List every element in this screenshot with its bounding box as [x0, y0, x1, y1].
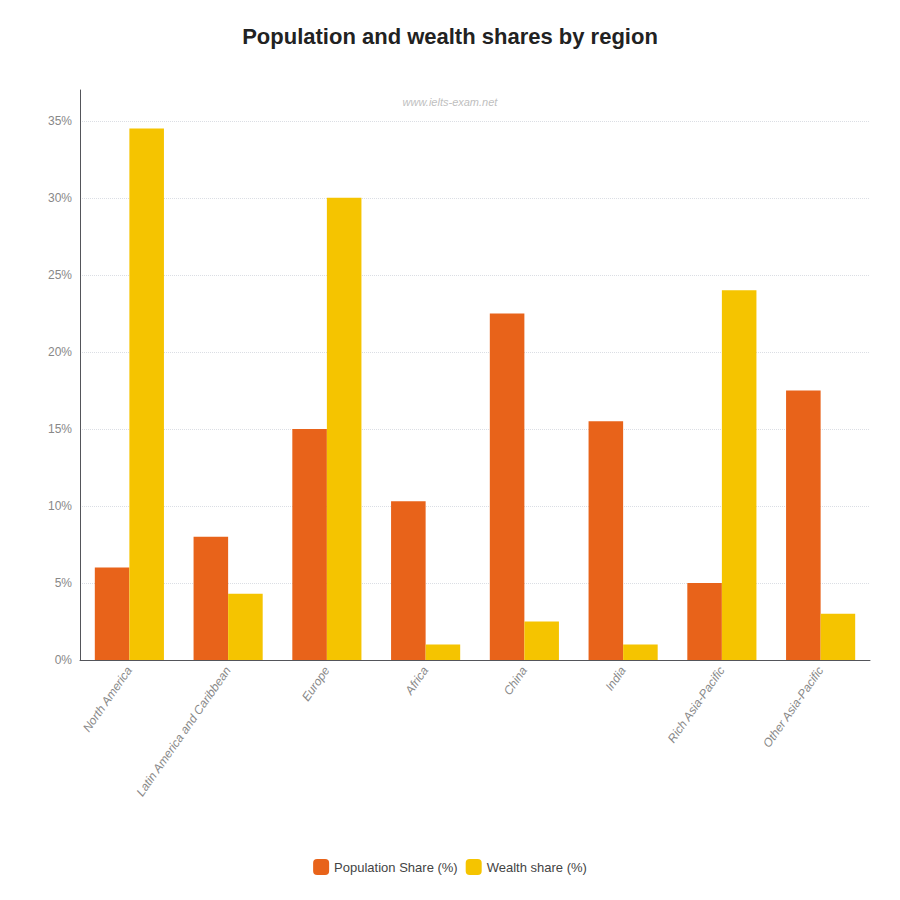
svg-text:India: India — [602, 664, 629, 694]
svg-text:20%: 20% — [48, 345, 72, 359]
svg-text:www.ielts-exam.net: www.ielts-exam.net — [403, 96, 499, 108]
svg-text:15%: 15% — [48, 422, 72, 436]
svg-text:Population Share (%): Population Share (%) — [334, 860, 458, 875]
svg-text:30%: 30% — [48, 191, 72, 205]
svg-text:Rich Asia-Pacific: Rich Asia-Pacific — [665, 664, 728, 745]
svg-text:5%: 5% — [55, 576, 73, 590]
svg-text:Latin America and Caribbean: Latin America and Caribbean — [133, 664, 234, 799]
svg-text:Other Asia-Pacific: Other Asia-Pacific — [760, 664, 826, 750]
svg-text:10%: 10% — [48, 499, 72, 513]
svg-text:North America: North America — [80, 664, 135, 735]
svg-text:Wealth share (%): Wealth share (%) — [487, 860, 587, 875]
svg-text:Population and wealth shares b: Population and wealth shares by region — [242, 24, 658, 49]
svg-text:0%: 0% — [55, 653, 73, 667]
svg-text:China: China — [501, 664, 531, 698]
svg-text:Africa: Africa — [402, 664, 432, 698]
svg-text:25%: 25% — [48, 268, 72, 282]
svg-text:Europe: Europe — [299, 664, 333, 704]
svg-text:35%: 35% — [48, 114, 72, 128]
